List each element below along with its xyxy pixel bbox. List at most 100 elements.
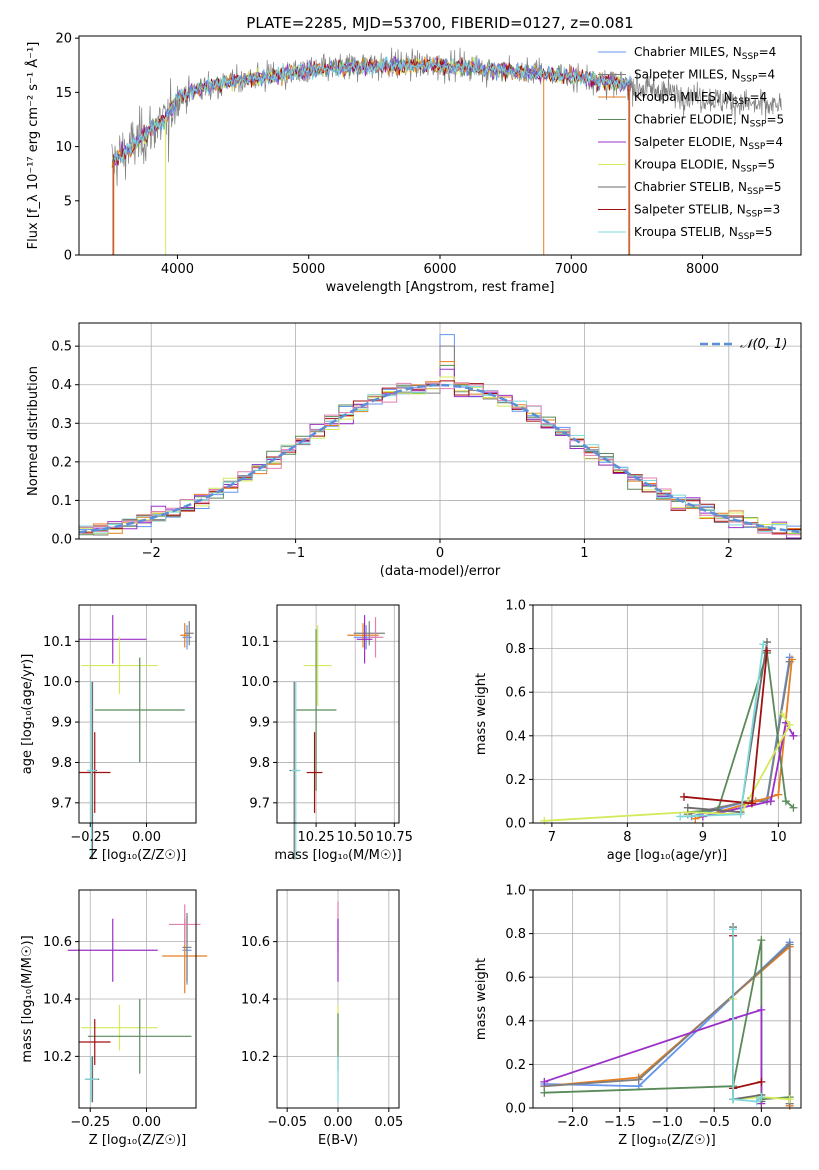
legend: Chabrier MILES, NSSP=4 Salpeter MILES, NS… [598,45,784,242]
x-tick-label: 4000 [161,262,194,277]
y-tick-label: 9.7 [249,796,270,811]
y-tick-label: 9.9 [51,716,72,731]
x-tick-label: −0.5 [698,1115,730,1130]
x-tick-label: −1 [286,546,305,561]
y-tick-label: 10.1 [43,635,72,650]
y-tick-label: 0.6 [505,686,526,701]
y-tick-label: 0.4 [505,1014,526,1029]
x-tick-label: 0.05 [374,1115,403,1130]
series-marker [759,640,768,649]
gaussian-curve [78,383,802,534]
y-tick-label: 9.9 [249,716,270,731]
x-axis-label: (data-model)/error [380,564,501,579]
x-axis-label: wavelength [Angstrom, rest frame] [326,280,555,295]
y-axis-label: Flux [f_λ 10⁻¹⁷ erg cm⁻² s⁻¹ Å⁻¹] [25,42,41,250]
series-marker [785,720,794,729]
y-tick-label: 10.0 [241,675,270,690]
x-tick-label: −0.05 [267,1115,307,1130]
x-axis-label: Z [log₁₀(Z/Z☉)] [89,1133,186,1148]
y-tick-label: 10.4 [43,993,72,1008]
x-tick-label: 7 [548,830,556,845]
x-tick-label: 1 [580,546,588,561]
y-tick-label: 0.8 [505,642,526,657]
y-tick-label: 0.4 [51,378,72,393]
x-tick-label: −1.0 [651,1115,683,1130]
series-salpeter-elodie [544,1008,763,1104]
plot-area [67,904,208,1103]
series-marker [683,803,692,812]
y-tick-label: 1.0 [505,884,526,899]
y-axis-label: mass [log₁₀(M/M☉)] [20,935,35,1062]
series-marker [763,646,772,655]
series-marker [540,1088,549,1097]
x-tick-label: 6000 [423,262,456,277]
panel-age_vs_mass: 10.25 10.50 10.75 9.7 9.8 9.9 10.0 10.1 mass [lo… [241,604,413,863]
y-tick-label: 0.2 [51,455,72,470]
y-tick-label: 10.0 [43,675,72,690]
y-axis-label: age [log₁₀(age/yr)] [20,654,35,775]
legend-label: Kroupa ELODIE, NSSP=5 [634,158,775,175]
series-marker [778,710,787,718]
panel-residuals: −2 −1 0 1 2 0.0 0.1 0.2 0.3 0.4 0.5 (data-model)/er… [26,322,802,579]
series-marker [729,925,738,934]
y-axis-label: mass weight [474,673,489,755]
series-marker [789,803,798,812]
hist-pink [79,382,801,536]
series-marker [774,790,783,799]
x-tick-label: 0.00 [324,1115,353,1130]
series-salpeter-elodie [702,720,795,818]
legend-label: Chabrier MILES, NSSP=4 [634,45,776,62]
y-tick-label: 0.4 [505,729,526,744]
y-tick-label: 0.3 [51,417,72,432]
y-tick-label: 10.2 [241,1050,270,1065]
series-salpeter-miles [544,942,791,1104]
x-axis-label: Z [log₁₀(Z/Z☉)] [89,848,186,863]
x-tick-label: 8000 [686,262,719,277]
series-marker [736,810,745,819]
series-marker [766,797,775,806]
series-marker [757,1077,766,1086]
y-tick-label: 0.0 [51,533,72,548]
y-tick-label: 20 [55,32,72,47]
legend-label: Salpeter STELIB, NSSP=3 [634,203,780,220]
x-axis-label: Z [log₁₀(Z/Z☉)] [618,1133,715,1148]
panel-age_vs_Z: −0.25 0.00 9.7 9.8 9.9 10.0 10.1 Z [log₁₀(Z/Z☉)… [20,604,197,863]
axes-frame [532,604,802,824]
x-tick-label: −0.25 [70,1115,110,1130]
x-tick-label: −2.0 [557,1115,589,1130]
plot-area [540,638,798,825]
y-tick-label: 10.6 [241,935,270,950]
legend-label: Salpeter ELODIE, NSSP=4 [634,135,783,152]
x-tick-label: 8 [623,830,631,845]
x-tick-label: 0 [436,546,444,561]
legend-label: Kroupa MILES, NSSP=4 [634,90,767,107]
y-tick-label: 10.6 [43,935,72,950]
x-tick-label: 0.0 [751,1115,772,1130]
panel-weight_vs_age: 7 8 9 10 0.0 0.2 0.4 0.6 0.8 1.0 age [log₁₀(age/yr… [474,599,802,863]
series-marker [634,1075,643,1084]
figure-title: PLATE=2285, MJD=53700, FIBERID=0127, z=0… [246,14,633,32]
spectrum-model-kroupa-stelib [113,56,630,163]
y-tick-label: 10.2 [43,1050,72,1065]
y-tick-label: 0.0 [505,817,526,832]
y-tick-label: 5 [64,194,72,209]
y-tick-label: 15 [55,86,72,101]
series-marker [785,1095,794,1104]
y-tick-label: 0.6 [505,971,526,986]
y-tick-label: 0.5 [51,340,72,355]
x-tick-label: 10 [770,830,787,845]
x-tick-label: 2 [725,546,733,561]
plot-area [289,615,385,860]
series-marker [747,799,756,808]
x-axis-label: age [log₁₀(age/yr)] [607,848,728,863]
y-tick-label: 0.8 [505,927,526,942]
axes-frame [78,604,197,824]
y-tick-label: 10.1 [241,635,270,650]
y-tick-label: 9.8 [249,756,270,771]
y-axis-label: mass weight [474,958,489,1040]
x-tick-label: −1.5 [604,1115,636,1130]
series-marker [729,1095,738,1104]
series-marker [787,655,796,664]
series-marker [752,1097,761,1106]
